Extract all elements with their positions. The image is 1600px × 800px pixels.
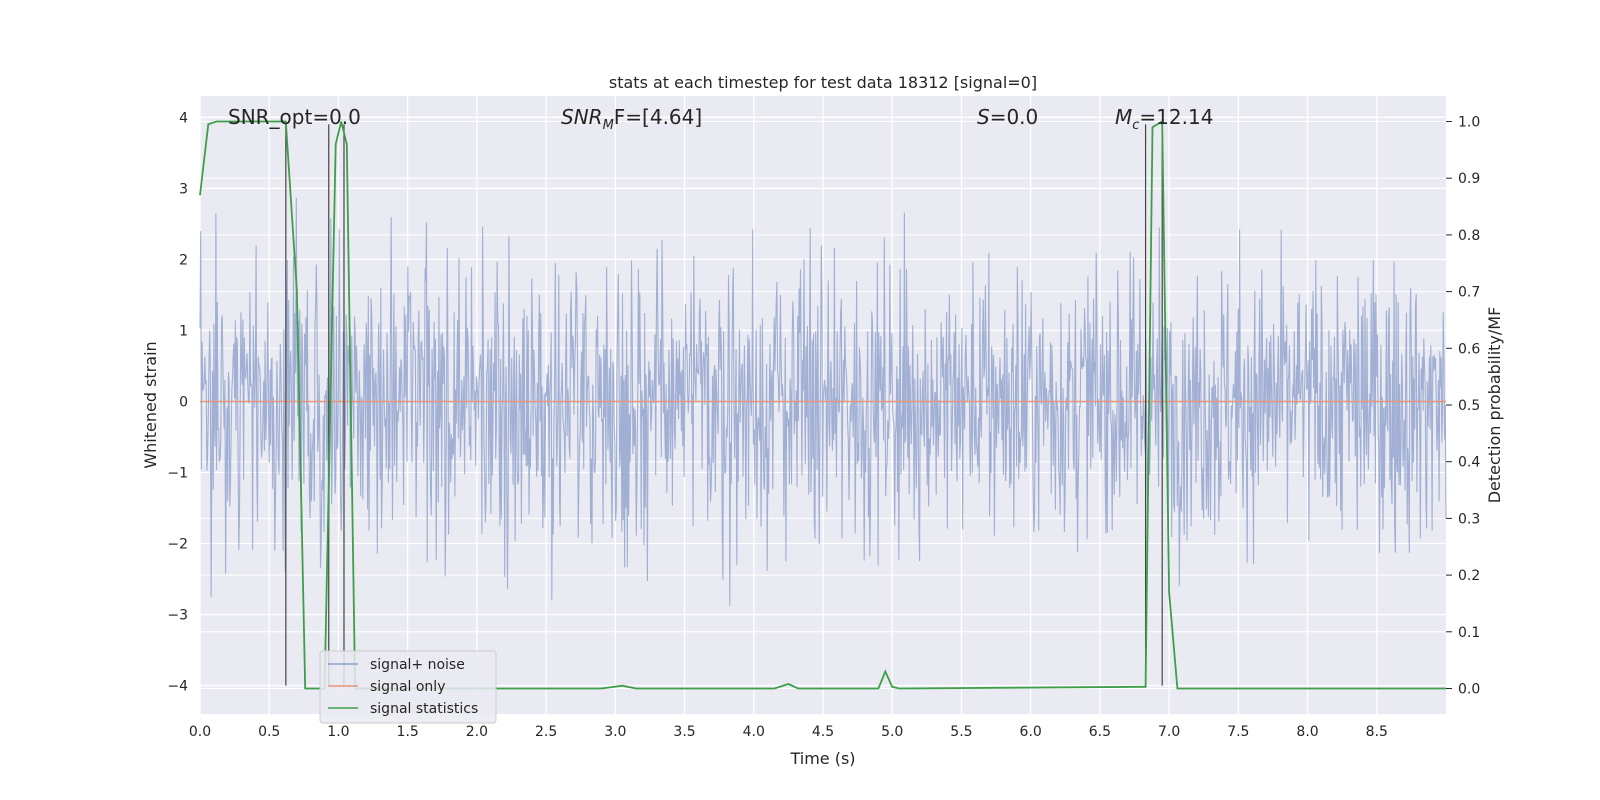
- x-tick-1: 0.5: [258, 724, 280, 740]
- series-signal-statistics: [199, 119, 1446, 690]
- snr-mf-value: F=[4.64]: [614, 105, 702, 129]
- x-tick-9: 4.5: [812, 724, 834, 740]
- mc-subscript: c: [1132, 118, 1139, 133]
- y-tick-5: 1: [179, 323, 188, 339]
- annotation-s: S=0.0: [977, 105, 1038, 129]
- s-symbol: S: [977, 105, 990, 129]
- y2-tick-5: 0.5: [1458, 398, 1480, 414]
- x-tick-4: 2.0: [466, 724, 488, 740]
- x-tick-8: 4.0: [743, 724, 765, 740]
- legend-box: [319, 650, 497, 724]
- annotation-mc: Mc=12.14: [1115, 105, 1213, 133]
- y2-tick-6: 0.6: [1458, 341, 1480, 357]
- legend-label-signal-statistics: signal statistics: [370, 701, 478, 717]
- x-tick-7: 3.5: [673, 724, 695, 740]
- y2-tick-7: 0.7: [1458, 285, 1480, 301]
- y-tick-3: −1: [167, 465, 188, 481]
- x-tick-0: 0.0: [189, 724, 211, 740]
- y2-ticks: 0.0 0.1 0.2 0.3 0.4 0.5 0.6 0.7 0.8 0.9 1.0: [1446, 115, 1480, 697]
- x-ticks: 0.0 0.5 1.0 1.5 2.0 2.5 3.0 3.5 4.0 4.5 5.0 5.5 6.0 6…: [189, 724, 1388, 740]
- x-tick-13: 6.5: [1089, 724, 1111, 740]
- x-tick-5: 2.5: [535, 724, 557, 740]
- y2-tick-1: 0.1: [1458, 625, 1480, 641]
- mc-symbol: M: [1115, 105, 1132, 129]
- series-signal-noise: [199, 197, 1447, 607]
- y2-axis-label: Detection probability/MF: [1485, 307, 1504, 504]
- legend: signal+ noise signal only signal statist…: [319, 650, 497, 724]
- y-axis-label: Whitened strain: [141, 341, 160, 468]
- snr-mf-subscript: M: [603, 118, 614, 133]
- vertical-lines: [285, 124, 1163, 686]
- y-tick-0: −4: [167, 679, 188, 695]
- legend-label-signal-only: signal only: [370, 679, 445, 695]
- y-tick-6: 2: [179, 252, 188, 268]
- x-tick-10: 5.0: [881, 724, 903, 740]
- x-tick-15: 7.5: [1227, 724, 1249, 740]
- y-tick-4: 0: [179, 394, 188, 410]
- annotation-snr-mf: SNRMF=[4.64]: [561, 105, 702, 133]
- y2-tick-3: 0.3: [1458, 511, 1480, 527]
- x-axis-label: Time (s): [789, 749, 855, 768]
- x-tick-12: 6.0: [1020, 724, 1042, 740]
- noise-path: [199, 197, 1447, 607]
- x-tick-3: 1.5: [397, 724, 419, 740]
- y-tick-7: 3: [179, 181, 188, 197]
- y2-tick-10: 1.0: [1458, 115, 1480, 131]
- y2-tick-4: 0.4: [1458, 455, 1480, 471]
- x-tick-16: 8.0: [1296, 724, 1318, 740]
- legend-label-signal-noise: signal+ noise: [370, 657, 465, 673]
- mc-value: =12.14: [1139, 105, 1213, 129]
- x-tick-6: 3.0: [604, 724, 626, 740]
- x-tick-2: 1.0: [327, 724, 349, 740]
- snr-mf-symbol: SNR: [561, 105, 603, 129]
- x-tick-17: 8.5: [1366, 724, 1388, 740]
- annotation-snr-opt: SNR_opt=0.0: [228, 105, 361, 129]
- y2-tick-8: 0.8: [1458, 228, 1480, 244]
- y-tick-1: −3: [167, 608, 188, 624]
- y-ticks: −4 −3 −2 −1 0 1 2 3 4: [167, 110, 188, 694]
- chart-title: stats at each timestep for test data 183…: [609, 73, 1037, 92]
- s-value: =0.0: [990, 105, 1039, 129]
- x-tick-14: 7.0: [1158, 724, 1180, 740]
- y-tick-8: 4: [179, 110, 188, 126]
- y2-tick-0: 0.0: [1458, 681, 1480, 697]
- y2-tick-2: 0.2: [1458, 568, 1480, 584]
- y-tick-2: −2: [167, 537, 188, 553]
- y2-tick-9: 0.9: [1458, 171, 1480, 187]
- x-tick-11: 5.5: [950, 724, 972, 740]
